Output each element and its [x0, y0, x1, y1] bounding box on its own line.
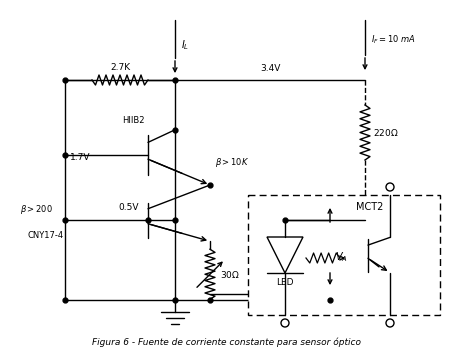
- Text: LED: LED: [276, 278, 294, 287]
- Text: $\beta>10K$: $\beta>10K$: [215, 156, 249, 169]
- Text: 0.5V: 0.5V: [118, 203, 139, 212]
- Text: MCT2: MCT2: [357, 202, 384, 212]
- Text: $I_L$: $I_L$: [181, 38, 189, 52]
- Text: HIIB2: HIIB2: [122, 116, 144, 125]
- Text: $V_A$: $V_A$: [335, 250, 348, 264]
- Text: $\beta>200$: $\beta>200$: [20, 203, 53, 216]
- Text: 220$\Omega$: 220$\Omega$: [373, 127, 399, 138]
- FancyBboxPatch shape: [248, 195, 440, 315]
- Text: 30$\Omega$: 30$\Omega$: [220, 268, 240, 280]
- Text: 2.7K: 2.7K: [110, 63, 130, 72]
- Text: Figura 6 - Fuente de corriente constante para sensor óptico: Figura 6 - Fuente de corriente constante…: [92, 337, 361, 347]
- Text: CNY17-4: CNY17-4: [27, 231, 63, 240]
- Text: 1.7V: 1.7V: [70, 153, 91, 162]
- Text: 3.4V: 3.4V: [260, 64, 280, 73]
- Text: $I_F = 10\ mA$: $I_F = 10\ mA$: [371, 34, 416, 46]
